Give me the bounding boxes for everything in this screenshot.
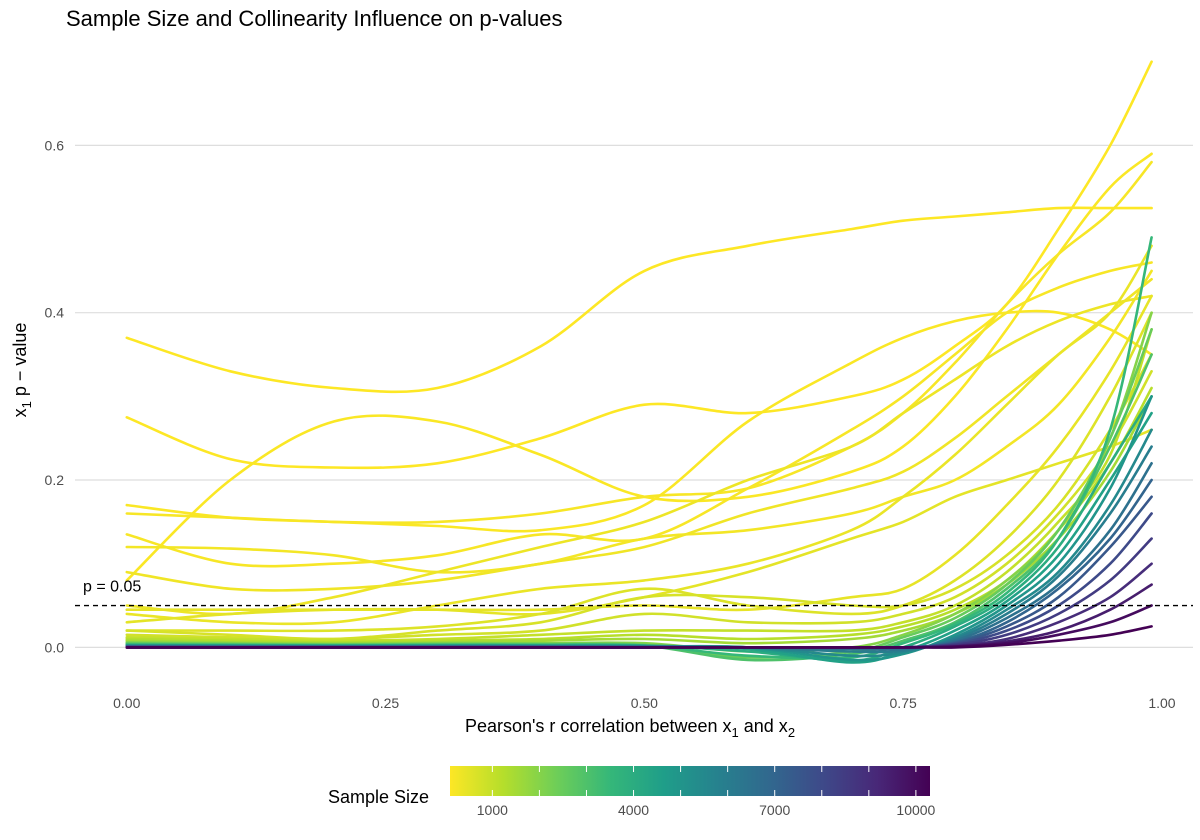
- x-axis: 0.00 0.25 0.50 0.75 1.00: [113, 695, 1176, 711]
- legend-title: Sample Size: [328, 787, 429, 807]
- series-lines: [125, 60, 1153, 664]
- legend: Sample Size 1000 4000 7000 10000: [328, 766, 936, 818]
- x-axis-title-sub1: 1: [732, 725, 739, 740]
- series-line: [125, 294, 1153, 616]
- y-axis-title-rest: p − value: [10, 323, 30, 402]
- series-line: [125, 395, 1153, 663]
- series-line: [125, 311, 1153, 633]
- x-tick-label: 0.50: [631, 695, 658, 711]
- chart-title: Sample Size and Collinearity Influence o…: [66, 6, 563, 31]
- series-line: [125, 261, 1153, 568]
- legend-tick-label: 4000: [618, 802, 649, 818]
- y-tick-label: 0.2: [45, 472, 65, 488]
- y-axis-title-sub: 1: [19, 401, 34, 408]
- y-tick-label: 0.0: [45, 639, 65, 655]
- series-line: [125, 625, 1153, 649]
- y-axis-title: x1 p − value: [10, 323, 34, 418]
- y-tick-label: 0.4: [45, 305, 65, 321]
- series-line: [125, 244, 1153, 626]
- y-axis: 0.0 0.2 0.4 0.6: [45, 137, 65, 655]
- series-line: [125, 152, 1153, 582]
- series-line: [125, 206, 1153, 394]
- series-line: [125, 428, 1153, 624]
- series-line: [125, 269, 1153, 574]
- series-line: [125, 395, 1153, 662]
- legend-tick-label: 1000: [477, 802, 508, 818]
- x-axis-title-sub2: 2: [788, 725, 795, 740]
- x-tick-label: 0.25: [372, 695, 399, 711]
- y-tick-label: 0.6: [45, 137, 65, 153]
- series-line: [125, 277, 1153, 592]
- x-axis-title: Pearson's r correlation between x1 and x…: [465, 716, 795, 740]
- legend-colorbar: [450, 766, 930, 796]
- legend-tick-label: 10000: [896, 802, 935, 818]
- reference-line-label: p = 0.05: [83, 579, 141, 596]
- y-axis-title-main: x: [10, 408, 30, 417]
- legend-tick-label: 7000: [759, 802, 790, 818]
- series-line: [125, 328, 1153, 643]
- x-tick-label: 0.75: [890, 695, 917, 711]
- series-line: [125, 60, 1153, 470]
- x-tick-label: 0.00: [113, 695, 140, 711]
- series-line: [125, 462, 1153, 651]
- x-axis-title-mid: and x: [739, 716, 788, 736]
- series-line: [125, 411, 1153, 664]
- x-axis-title-main: Pearson's r correlation between x: [465, 716, 732, 736]
- series-line: [125, 370, 1153, 641]
- x-tick-label: 1.00: [1148, 695, 1175, 711]
